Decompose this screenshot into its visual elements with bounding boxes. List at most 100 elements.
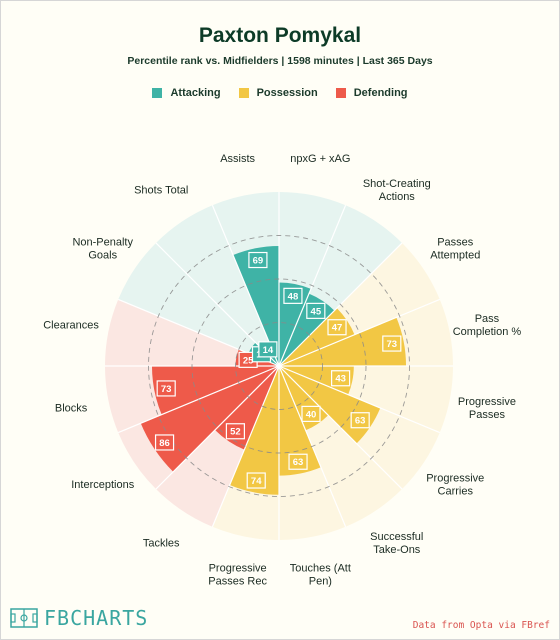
value-badge — [154, 434, 175, 451]
axis-label-line: Completion % — [453, 326, 522, 338]
radial-divider — [211, 205, 280, 367]
bar — [279, 317, 407, 366]
grid-ring — [148, 235, 410, 497]
axis-label-line: Non-Penalty — [72, 237, 133, 249]
legend-swatch-defending — [335, 88, 346, 98]
chart-subtitle: Percentile rank vs. Midfielders | 1598 m… — [127, 55, 433, 67]
value-badge — [225, 423, 245, 440]
axis-label-line: Tackles — [143, 537, 180, 549]
background-sector — [104, 299, 279, 366]
pitch-icon — [10, 608, 38, 628]
background-sector — [118, 242, 280, 366]
data-source: Data from Opta via FBref — [412, 620, 550, 631]
axis-label: Successful Take-Ons — [370, 531, 423, 556]
axis-label-line: Clearances — [43, 320, 99, 332]
radial-divider — [155, 365, 280, 490]
value-badge — [288, 453, 308, 470]
value-badge — [306, 302, 326, 319]
radial-divider — [278, 298, 440, 367]
value-label: 73 — [161, 384, 172, 395]
legend-swatch-attacking — [152, 88, 163, 98]
axis-label: npxG + xAG — [290, 153, 350, 165]
value-label: 63 — [293, 457, 304, 468]
bar — [229, 366, 279, 495]
legend-label-defending: Defending — [353, 87, 408, 99]
axis-label: Progressive Carries — [426, 472, 484, 497]
chart-title: Paxton Pomykal — [198, 24, 362, 47]
value-label: 47 — [332, 323, 343, 334]
axis-label-line: Carries — [438, 485, 474, 497]
axis-label: Progressive Passes — [458, 396, 516, 421]
axis-label: Progressive Passes Rec — [208, 562, 267, 587]
axis-label-line: Interceptions — [71, 479, 134, 491]
axis-label: Blocks — [55, 402, 88, 414]
legend: Attacking Possession Defending — [0, 87, 560, 99]
value-badge — [301, 405, 321, 422]
axis-label: Shots Total — [134, 185, 188, 197]
axis-label-line: Progressive — [458, 396, 516, 408]
bar — [279, 366, 321, 476]
axis-label-line: Successful — [370, 531, 423, 543]
axis-label: Shot-Creating Actions — [363, 178, 431, 203]
value-label: 43 — [335, 374, 346, 385]
axis-label-line: Passes — [437, 237, 474, 249]
axis-label-line: Passes Rec — [208, 575, 267, 587]
value-badge — [350, 412, 370, 429]
axis-label-line: Progressive — [209, 562, 267, 574]
background-sector — [155, 205, 279, 366]
axis-label: Assists — [220, 153, 255, 165]
value-label: 74 — [251, 476, 262, 487]
value-badge — [327, 319, 347, 336]
axis-label-line: Attempted — [430, 250, 480, 262]
axis-label-line: Passes — [469, 409, 506, 421]
axis-label: Interceptions — [71, 479, 134, 491]
axis-label-line: Actions — [379, 191, 416, 203]
value-label: 48 — [288, 291, 299, 302]
value-label: 40 — [306, 409, 317, 420]
value-badge — [283, 287, 303, 304]
axis-label-line: Shot-Creating — [363, 178, 431, 190]
axis-label-line: Pass — [475, 313, 500, 325]
logo-text: FBCHARTS — [44, 606, 149, 630]
axis-label-line: Progressive — [426, 472, 484, 484]
axis-label-line: Touches (Att — [290, 562, 351, 574]
axis-label-line: Blocks — [55, 402, 88, 414]
value-badge — [382, 335, 402, 352]
value-label: 14 — [263, 345, 274, 356]
value-badge — [331, 370, 351, 387]
value-badge — [248, 251, 268, 269]
value-label: 69 — [253, 255, 264, 266]
axis-label-line: Pen) — [309, 575, 332, 587]
value-label: 25 — [243, 355, 254, 366]
axis-label-line: Assists — [220, 153, 255, 165]
value-badge — [258, 341, 278, 358]
legend-item-attacking: Attacking — [152, 87, 221, 99]
grid-ring — [235, 322, 323, 410]
value-badge — [156, 380, 176, 397]
value-label: 45 — [311, 306, 322, 317]
axis-label-line: Shots Total — [134, 185, 188, 197]
radial-divider — [278, 365, 403, 490]
radial-divider — [211, 365, 280, 527]
fbcharts-logo: FBCHARTS — [10, 606, 148, 630]
value-label: 73 — [387, 339, 398, 350]
radial-divider — [278, 365, 440, 434]
axis-label: Non-Penalty Goals — [72, 237, 133, 262]
axis-label: Clearances — [43, 320, 99, 332]
axis-label-line: Take-Ons — [373, 544, 421, 556]
axis-label: Passes Attempted — [430, 237, 480, 262]
legend-item-possession: Possession — [238, 87, 318, 99]
legend-label-possession: Possession — [256, 87, 318, 99]
bar — [233, 245, 279, 366]
value-label: 86 — [159, 438, 170, 449]
grid-ring — [191, 278, 367, 454]
axis-label: Touches (Att Pen) — [290, 562, 351, 587]
value-label: 52 — [230, 427, 241, 438]
value-badge — [246, 472, 266, 489]
legend-item-defending: Defending — [335, 87, 408, 99]
axis-label: Pass Completion % — [453, 313, 522, 338]
value-label: 63 — [355, 416, 366, 427]
bar — [151, 366, 279, 415]
axis-label: Tackles — [143, 537, 180, 549]
